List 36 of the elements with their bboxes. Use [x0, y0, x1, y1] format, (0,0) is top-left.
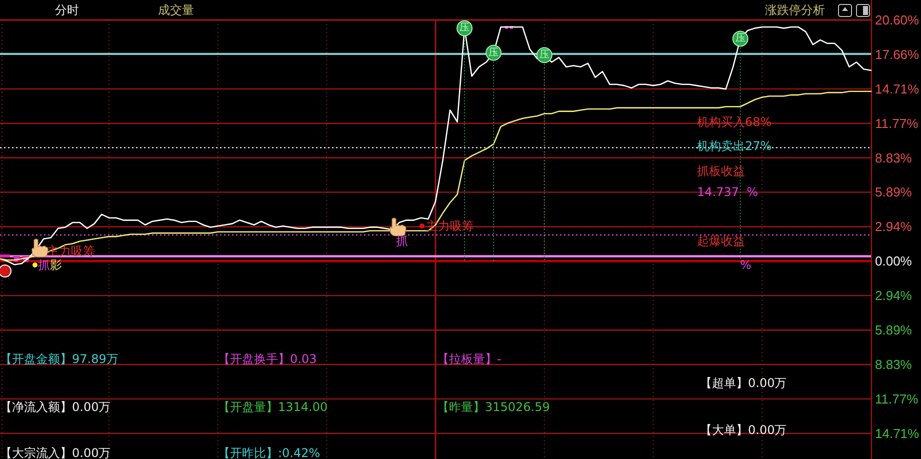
annotation: 【净流入额】0.00万	[0, 400, 111, 414]
annotation: 【拉板量】-	[437, 352, 502, 366]
chart-title: 分时	[55, 3, 79, 17]
y-tick-label: 5.89%	[875, 322, 912, 338]
annotation: 抓	[396, 234, 408, 248]
annotation: 【开盘换手】0.03	[218, 352, 317, 366]
y-tick-label: 0.00%	[875, 254, 912, 269]
annotation: 【昨量】315026.59	[437, 400, 550, 414]
y-tick-label: 2.94%	[875, 219, 912, 234]
annotation: 抓	[38, 258, 50, 272]
annotation: 起爆收益	[697, 234, 745, 248]
value-label: 压	[735, 33, 746, 44]
y-tick-label: 14.71%	[875, 426, 920, 441]
y-tick-label: 2.94%	[875, 288, 912, 304]
annotation: 【开盘金额】97.89万	[0, 352, 118, 366]
annotation: 机构卖出27%	[697, 139, 772, 153]
y-tick-label: 5.89%	[875, 184, 912, 200]
y-tick-label: 8.83%	[875, 150, 912, 166]
y-tick-label: 11.77%	[875, 391, 918, 406]
annotation: 涨跌停分析	[765, 3, 825, 17]
y-tick-label: 20.60%	[875, 12, 920, 28]
annotation: 【开盘量】1314.00	[218, 400, 328, 414]
annotation: 【开昨比】:0.42%	[218, 446, 320, 459]
y-tick-label: 8.83%	[875, 357, 912, 372]
annotation: 抓板收益	[697, 164, 745, 178]
annotation: 【大宗流入】0.00万	[0, 446, 111, 459]
y-tick-label: 14.71%	[875, 81, 920, 96]
chart-subtitle: 成交量	[158, 3, 194, 17]
value-label: 压	[460, 22, 470, 34]
value-label: 压	[488, 47, 499, 58]
value-label: 压	[539, 50, 550, 61]
y-tick-label: 11.77%	[875, 116, 918, 131]
annotation: 【超单】0.00万	[700, 376, 787, 390]
annotation: 影	[50, 258, 62, 272]
y-tick-label: 17.66%	[875, 46, 920, 62]
annotation: %	[740, 258, 752, 272]
